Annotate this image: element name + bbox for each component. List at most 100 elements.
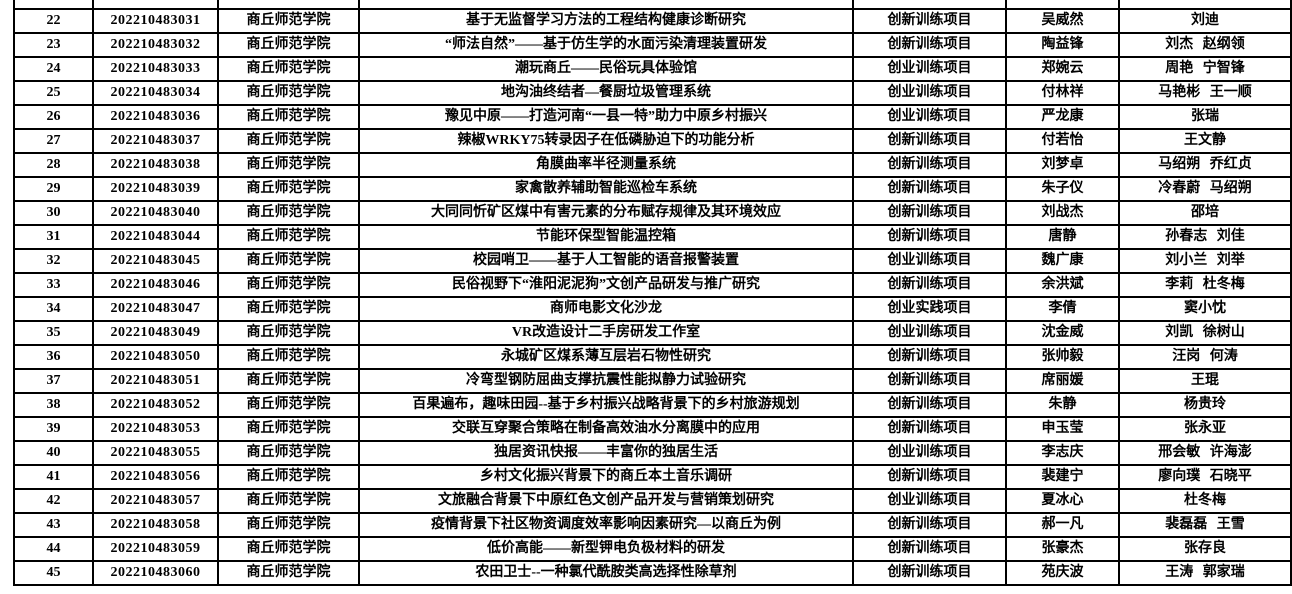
cell-serial: 31 <box>13 224 94 250</box>
cell-project-id: 202210483059 <box>92 536 219 562</box>
cell-leader: 夏冰心 <box>1005 488 1120 514</box>
cell-members: 汪岗 何涛 <box>1118 344 1292 370</box>
cell-type: 创业训练项目 <box>852 104 1007 130</box>
cell-serial: 35 <box>13 320 94 346</box>
cell-project-id: 202210483047 <box>92 296 219 322</box>
table-row: 35 202210483049 商丘师范学院 VR改造设计二手房研发工作室 创业… <box>13 320 1292 346</box>
table-row: 25 202210483034 商丘师范学院 地沟油终结者—餐厨垃圾管理系统 创… <box>13 80 1292 106</box>
cell-type: 创新训练项目 <box>852 536 1007 562</box>
cell-title: 独居资讯快报——丰富你的独居生活 <box>358 440 854 466</box>
table-row: 34 202210483047 商丘师范学院 商师电影文化沙龙 创业实践项目 李… <box>13 296 1292 322</box>
cell-type: 创业训练项目 <box>852 56 1007 82</box>
cell-project-id: 202210483057 <box>92 488 219 514</box>
cell-project-id: 202210483037 <box>92 128 219 154</box>
cell-project-id: 202210483039 <box>92 176 219 202</box>
cell-title: 永城矿区煤系薄互层岩石物性研究 <box>358 344 854 370</box>
cell-serial: 45 <box>13 560 94 586</box>
cell-serial: 32 <box>13 248 94 274</box>
cell-type: 创新训练项目 <box>852 392 1007 418</box>
cell-school: 商丘师范学院 <box>217 176 360 202</box>
table-row: 31 202210483044 商丘师范学院 节能环保型智能温控箱 创新训练项目… <box>13 224 1292 250</box>
table-row: 42 202210483057 商丘师范学院 文旅融合背景下中原红色文创产品开发… <box>13 488 1292 514</box>
table-row: 26 202210483036 商丘师范学院 豫见中原——打造河南“一县一特”助… <box>13 104 1292 130</box>
projects-table: 22 202210483031 商丘师范学院 基于无监督学习方法的工程结构健康诊… <box>13 0 1292 586</box>
cell-type: 创新训练项目 <box>852 128 1007 154</box>
cell-serial: 34 <box>13 296 94 322</box>
cell-members: 王涛 郭家瑞 <box>1118 560 1292 586</box>
cell-leader <box>1005 0 1120 10</box>
cell-school: 商丘师范学院 <box>217 560 360 586</box>
cell-members: 杨贵玲 <box>1118 392 1292 418</box>
cell-title: 低价高能——新型钾电负极材料的研发 <box>358 536 854 562</box>
cell-school: 商丘师范学院 <box>217 248 360 274</box>
cell-project-id: 202210483036 <box>92 104 219 130</box>
cell-leader: 李志庆 <box>1005 440 1120 466</box>
table-row: 32 202210483045 商丘师范学院 校园哨卫——基于人工智能的语音报警… <box>13 248 1292 274</box>
cell-serial: 25 <box>13 80 94 106</box>
cell-leader: 张帅毅 <box>1005 344 1120 370</box>
cell-school: 商丘师范学院 <box>217 224 360 250</box>
cell-leader: 李倩 <box>1005 296 1120 322</box>
cell-project-id: 202210483046 <box>92 272 219 298</box>
cell-serial: 28 <box>13 152 94 178</box>
cell-serial: 29 <box>13 176 94 202</box>
cell-school: 商丘师范学院 <box>217 272 360 298</box>
cell-type: 创新训练项目 <box>852 344 1007 370</box>
cell-project-id: 202210483060 <box>92 560 219 586</box>
cell-serial: 41 <box>13 464 94 490</box>
cell-type: 创业训练项目 <box>852 248 1007 274</box>
table-row: 44 202210483059 商丘师范学院 低价高能——新型钾电负极材料的研发… <box>13 536 1292 562</box>
cell-leader: 刘梦卓 <box>1005 152 1120 178</box>
cell-title: 百果遍布，趣味田园--基于乡村振兴战略背景下的乡村旅游规划 <box>358 392 854 418</box>
cell-members: 李莉 杜冬梅 <box>1118 272 1292 298</box>
table-row: 24 202210483033 商丘师范学院 潮玩商丘——民俗玩具体验馆 创业训… <box>13 56 1292 82</box>
cell-type <box>852 0 1007 10</box>
table-row: 39 202210483053 商丘师范学院 交联互穿聚合策略在制备高效油水分离… <box>13 416 1292 442</box>
cell-title: “师法自然”——基于仿生学的水面污染清理装置研发 <box>358 32 854 58</box>
cell-leader: 席丽媛 <box>1005 368 1120 394</box>
cell-title: 辣椒WRKY75转录因子在低磷胁迫下的功能分析 <box>358 128 854 154</box>
table-row: 37 202210483051 商丘师范学院 冷弯型钢防屈曲支撑抗震性能拟静力试… <box>13 368 1292 394</box>
cell-school: 商丘师范学院 <box>217 392 360 418</box>
cell-leader: 余洪斌 <box>1005 272 1120 298</box>
cell-project-id: 202210483056 <box>92 464 219 490</box>
cell-leader: 朱子仪 <box>1005 176 1120 202</box>
cell-members: 邵培 <box>1118 200 1292 226</box>
cell-leader: 吴威然 <box>1005 8 1120 34</box>
cell-serial: 36 <box>13 344 94 370</box>
cell-leader: 付若怡 <box>1005 128 1120 154</box>
cell-project-id: 202210483053 <box>92 416 219 442</box>
cell-leader: 严龙康 <box>1005 104 1120 130</box>
cell-members: 裴磊磊 王雪 <box>1118 512 1292 538</box>
cell-members: 王文静 <box>1118 128 1292 154</box>
cell-title: 农田卫士--一种氯代酰胺类高选择性除草剂 <box>358 560 854 586</box>
cell-school: 商丘师范学院 <box>217 128 360 154</box>
cell-type: 创新训练项目 <box>852 368 1007 394</box>
cell-serial: 43 <box>13 512 94 538</box>
cell-serial: 37 <box>13 368 94 394</box>
cell-project-id <box>92 0 219 10</box>
cell-school: 商丘师范学院 <box>217 200 360 226</box>
cell-project-id: 202210483045 <box>92 248 219 274</box>
cell-title: 豫见中原——打造河南“一县一特”助力中原乡村振兴 <box>358 104 854 130</box>
cell-school <box>217 0 360 10</box>
cell-type: 创业实践项目 <box>852 296 1007 322</box>
cell-serial: 38 <box>13 392 94 418</box>
cell-school: 商丘师范学院 <box>217 440 360 466</box>
cell-type: 创新训练项目 <box>852 560 1007 586</box>
cell-type: 创新训练项目 <box>852 152 1007 178</box>
cell-school: 商丘师范学院 <box>217 80 360 106</box>
cell-leader: 魏广康 <box>1005 248 1120 274</box>
cell-members: 周艳 宁智锋 <box>1118 56 1292 82</box>
cell-members: 刘迪 <box>1118 8 1292 34</box>
table-row: 29 202210483039 商丘师范学院 家禽散养辅助智能巡检车系统 创新训… <box>13 176 1292 202</box>
cell-leader: 沈金威 <box>1005 320 1120 346</box>
cell-school: 商丘师范学院 <box>217 296 360 322</box>
projects-table-container: 22 202210483031 商丘师范学院 基于无监督学习方法的工程结构健康诊… <box>13 0 1292 586</box>
cell-project-id: 202210483052 <box>92 392 219 418</box>
cell-type: 创新训练项目 <box>852 272 1007 298</box>
cell-project-id: 202210483051 <box>92 368 219 394</box>
cell-type: 创业训练项目 <box>852 80 1007 106</box>
table-row: 22 202210483031 商丘师范学院 基于无监督学习方法的工程结构健康诊… <box>13 8 1292 34</box>
cell-title: 文旅融合背景下中原红色文创产品开发与营销策划研究 <box>358 488 854 514</box>
